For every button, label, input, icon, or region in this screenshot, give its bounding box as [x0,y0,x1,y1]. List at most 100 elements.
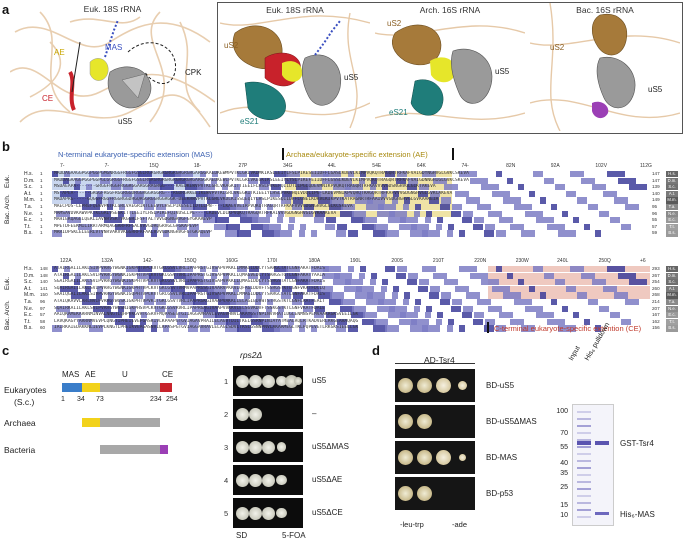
panel-letter-a: a [2,2,10,17]
conserved-column [67,217,81,224]
conserved-column [104,312,122,319]
sequence: MRRIDPSKLELEERLVTVNRVAKVVKGGRRFRFAALVVVG… [54,230,212,236]
yeast-spot [398,486,413,501]
plate-row [233,432,303,462]
seq-start: 1 [40,204,43,209]
organism-tag: T.t. [666,318,678,325]
conserved-column [325,223,335,230]
conserved-column [78,223,92,230]
conserved-column [204,210,218,217]
conserved-column [382,279,388,286]
conserved-column [171,285,185,292]
conserved-column [441,197,451,204]
yeast-spot [236,440,249,454]
conserved-column [308,184,322,191]
conserved-column [52,230,62,237]
alignment-shading [52,177,205,184]
pos-254: 254 [166,396,178,403]
conserved-column [311,230,317,237]
ruler-tick-label: 7- [104,163,110,169]
seq-start: 97 [40,305,46,311]
conserved-column [477,204,491,211]
organism-tag: E.c. [666,217,678,224]
structure-title: Arch. 16S rRNA [419,5,481,15]
conserved-column [618,177,636,184]
conserved-column [455,285,469,292]
conserved-column [129,217,135,224]
conserved-column [133,292,143,299]
yeast-spot [262,374,275,388]
conserved-column [208,190,226,197]
conserved-column [274,230,292,237]
alignment-shading [285,210,452,217]
plate-d-left-label: -leu-trp [400,520,424,529]
conserved-column [82,204,100,211]
conserved-column [341,204,355,211]
gel-band-input [577,509,591,511]
conserved-column [459,171,477,178]
conserved-column [241,210,259,217]
conserved-column [185,184,203,191]
conserved-column [408,177,418,184]
conserved-column [241,305,259,312]
conserved-column [185,279,203,286]
plate-row [395,477,475,510]
conserved-column [314,217,324,224]
organism-tag: T.t. [666,223,678,230]
conserved-column [89,266,99,273]
yeast-spot [249,473,262,487]
ae-extension-title: Archaea/eukaryote-specific extension (AE… [286,150,428,159]
plate-row-label: uS5ΔCE [312,508,343,517]
conserved-column [292,204,302,211]
conserved-column [525,305,543,312]
conserved-column [225,325,239,332]
conserved-column [577,292,587,299]
conserved-column [345,184,363,191]
conserved-column [355,292,373,299]
conserved-column [100,272,110,279]
conserved-column [223,177,229,184]
seq-end: 59 [652,230,658,236]
species-name: H.s. [24,171,33,177]
alignment-row-band [52,197,650,204]
organism-tag: A.t. [666,285,678,292]
conserved-column [466,197,480,204]
conserved-column [277,312,283,319]
conserved-column [393,285,399,292]
conserved-column [484,325,494,332]
conserved-column [123,184,133,191]
conserved-column [134,190,144,197]
conserved-column [447,325,453,332]
conserved-column [385,230,399,237]
conserved-column [107,204,113,211]
row-eukaryotes: Eukaryotes [4,385,47,395]
conserved-column [388,217,406,224]
alignment-shading [52,197,205,204]
conserved-column [140,318,146,325]
conserved-column [64,266,70,273]
conserved-column [399,223,417,230]
conserved-column [330,292,344,299]
conserved-column [112,272,122,279]
conserved-column [315,305,325,312]
plate-row [233,399,303,429]
conserved-column [200,171,206,178]
group-arch: Arch. [4,300,11,316]
yeast-spot [249,374,262,388]
conserved-column [170,292,184,299]
ruler-tick-label: 190L [350,258,362,264]
plate-sd-label: SD [236,531,248,540]
conserved-column [348,171,354,178]
seq-start: 150 [40,292,48,298]
pos-34: 34 [77,396,85,403]
conserved-column [60,190,78,197]
conserved-column [174,272,192,279]
gel-marker-label: 70 [560,430,568,437]
conserved-column [348,325,358,332]
conserved-column [373,230,387,237]
ruler-tick-label: 170I [267,258,277,264]
plate-row [233,498,303,528]
label-us5: uS5 [495,67,510,76]
conserved-column [144,204,154,211]
pos-73: 73 [96,396,104,403]
